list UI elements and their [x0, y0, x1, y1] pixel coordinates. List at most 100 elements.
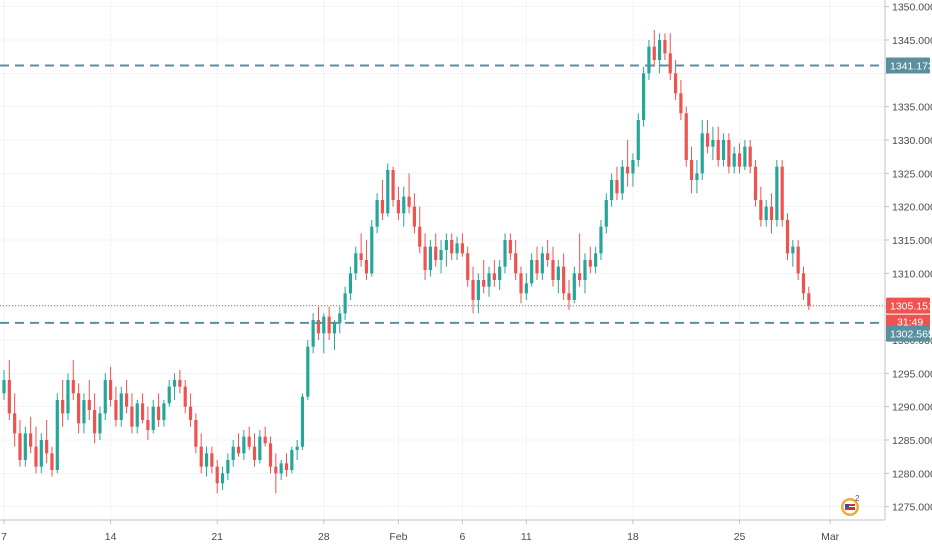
- candle-up: [791, 240, 795, 267]
- price-axis[interactable]: [885, 0, 932, 520]
- candle-up: [610, 173, 614, 207]
- candle-down: [236, 433, 241, 457]
- level-price-badge: 1302.565: [886, 325, 932, 342]
- candle-down: [380, 180, 385, 220]
- candle-down: [247, 426, 251, 450]
- candle-up: [348, 266, 353, 300]
- candle-down: [519, 266, 523, 304]
- candle-up: [204, 446, 209, 477]
- candle-up: [311, 313, 315, 354]
- candle-up: [402, 186, 406, 227]
- candle-down: [412, 193, 417, 234]
- candle-down: [689, 146, 694, 194]
- horizontal-levels: [0, 64, 885, 324]
- candle-down: [188, 393, 193, 427]
- x-tick-label: 21: [211, 531, 223, 543]
- candle-up: [290, 446, 294, 474]
- candle-up: [732, 146, 736, 174]
- candle-up: [487, 266, 491, 297]
- y-tick-label: 1310.000: [892, 268, 932, 280]
- candle-up: [370, 220, 374, 277]
- x-tick-label: 14: [105, 531, 117, 543]
- y-tick-label: 1350.000: [892, 2, 932, 14]
- candle-up: [540, 246, 544, 280]
- candle-down: [679, 80, 683, 120]
- candle-up: [66, 373, 70, 420]
- x-tick-label: 6: [459, 531, 465, 543]
- candle-up: [258, 430, 262, 464]
- candle-down: [546, 240, 550, 267]
- y-tick-label: 1280.000: [892, 468, 932, 480]
- candle-down: [748, 140, 752, 174]
- candle-down: [551, 246, 555, 287]
- candle-down: [780, 160, 784, 227]
- candle-up: [322, 313, 326, 354]
- candle-up: [636, 113, 640, 167]
- candle-down: [492, 260, 496, 287]
- candle-up: [2, 370, 6, 400]
- candle-up: [642, 66, 646, 127]
- candle-up: [711, 126, 715, 160]
- candle-up: [498, 260, 502, 290]
- candle-up: [604, 193, 608, 234]
- candle-down: [535, 246, 539, 280]
- candle-up: [439, 240, 443, 274]
- candle-down: [807, 286, 811, 310]
- candle-up: [220, 466, 225, 490]
- candle-up: [594, 246, 598, 274]
- candle-up: [151, 400, 155, 434]
- candle-up: [343, 286, 347, 320]
- candle-up: [524, 273, 528, 300]
- candle-down: [673, 60, 678, 100]
- candle-up: [599, 220, 603, 260]
- candle-up: [444, 233, 448, 267]
- candle-down: [130, 393, 134, 434]
- candle-down: [705, 120, 710, 154]
- svg-text:1305.151: 1305.151: [890, 301, 932, 313]
- economic-event-flag-icon[interactable]: 2: [841, 494, 860, 516]
- candle-down: [471, 266, 475, 314]
- time-axis[interactable]: [0, 520, 885, 550]
- candle-up: [375, 193, 379, 234]
- candle-up: [172, 373, 177, 400]
- candle-down: [727, 133, 731, 174]
- candle-up: [583, 253, 587, 294]
- candle-up: [354, 246, 358, 280]
- candle-up: [279, 460, 283, 480]
- candle-up: [39, 433, 43, 474]
- candle-up: [530, 253, 534, 287]
- candle-down: [18, 420, 22, 467]
- candle-down: [71, 360, 75, 400]
- current-price-badge: 1305.151: [886, 297, 932, 314]
- candle-down: [418, 206, 422, 254]
- candle-down: [663, 33, 667, 60]
- candle-down: [146, 406, 150, 440]
- level-price-badge: 1341.173: [886, 57, 932, 74]
- y-tick-label: 1285.000: [892, 435, 932, 447]
- y-tick-label: 1315.000: [892, 235, 932, 247]
- candle-down: [156, 393, 161, 427]
- candle-up: [98, 406, 102, 440]
- candle-up: [242, 430, 246, 460]
- grid: [0, 0, 885, 520]
- candle-down: [93, 393, 97, 444]
- candle-up: [572, 266, 576, 304]
- candle-up: [743, 140, 747, 170]
- candle-up: [764, 200, 768, 227]
- candle-down: [460, 233, 464, 257]
- y-tick-labels: 1275.000 1280.000 1285.000 1290.000 1295.000…: [885, 2, 932, 514]
- candle-down: [615, 166, 619, 200]
- candle-up: [647, 40, 651, 80]
- candle-down: [801, 266, 806, 300]
- x-tick-label: Mar: [821, 531, 840, 543]
- candle-up: [295, 440, 299, 460]
- candle-up: [55, 393, 59, 474]
- candle-down: [199, 433, 203, 474]
- candle-down: [364, 240, 369, 280]
- candle-up: [135, 400, 139, 434]
- y-tick-label: 1295.000: [892, 368, 932, 380]
- x-tick-label: 7: [1, 531, 7, 543]
- y-tick-label: 1335.000: [892, 102, 932, 114]
